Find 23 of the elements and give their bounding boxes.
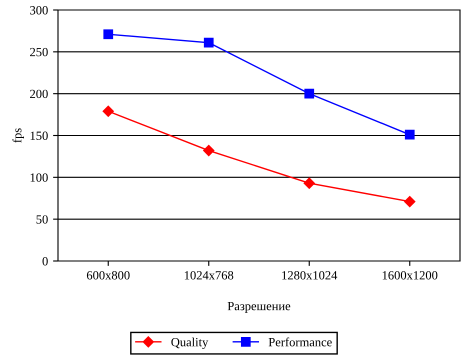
point (203, 144, 214, 156)
point (304, 88, 314, 99)
point (304, 178, 315, 189)
y-tick-label: 50 (36, 215, 48, 224)
legend-label: Quality (171, 338, 208, 349)
x-tick-label: 1600x1200 (382, 271, 438, 280)
x-tick-label: 1024x768 (184, 271, 234, 280)
point (204, 38, 214, 48)
point (404, 196, 416, 208)
y-tick-label: 100 (30, 173, 48, 182)
y-tick-label: 250 (30, 48, 48, 56)
y-axis-title: fps (12, 128, 24, 143)
x-tick-label: 1280x1024 (282, 271, 338, 280)
point (102, 106, 114, 117)
y-tick-label: 200 (30, 90, 48, 98)
y-tick-label: 300 (30, 6, 48, 14)
legend-label: Performance (268, 337, 332, 346)
x-tick-label: 600x800 (86, 271, 130, 280)
y-tick-label: 0 (42, 257, 48, 266)
point (103, 29, 114, 40)
point (404, 130, 415, 140)
y-tick-label: 150 (30, 132, 48, 140)
x-axis-title: Разрешение (228, 302, 290, 313)
